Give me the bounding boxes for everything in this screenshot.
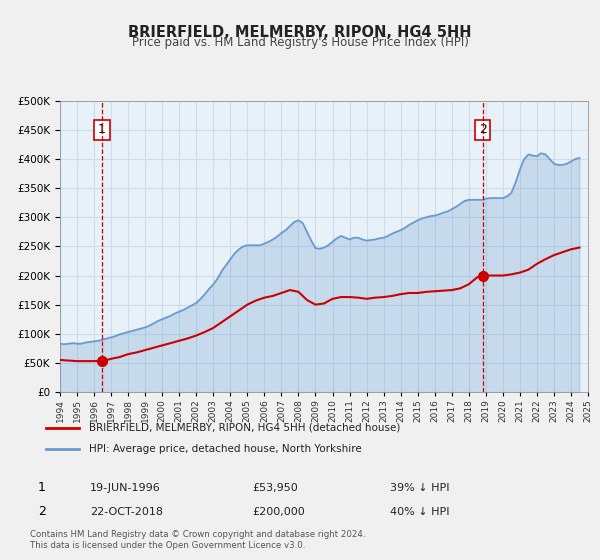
Text: HPI: Average price, detached house, North Yorkshire: HPI: Average price, detached house, Nort… [89,444,362,454]
Text: BRIERFIELD, MELMERBY, RIPON, HG4 5HH (detached house): BRIERFIELD, MELMERBY, RIPON, HG4 5HH (de… [89,423,401,433]
Text: 19-JUN-1996: 19-JUN-1996 [90,483,161,493]
Text: 2: 2 [38,505,46,519]
Text: £53,950: £53,950 [252,483,298,493]
Text: 40% ↓ HPI: 40% ↓ HPI [390,507,449,517]
Text: This data is licensed under the Open Government Licence v3.0.: This data is licensed under the Open Gov… [30,541,305,550]
Text: 2: 2 [479,123,487,137]
Text: Contains HM Land Registry data © Crown copyright and database right 2024.: Contains HM Land Registry data © Crown c… [30,530,365,539]
Text: 22-OCT-2018: 22-OCT-2018 [90,507,163,517]
Text: 39% ↓ HPI: 39% ↓ HPI [390,483,449,493]
Text: 1: 1 [38,481,46,494]
Text: Price paid vs. HM Land Registry's House Price Index (HPI): Price paid vs. HM Land Registry's House … [131,36,469,49]
Text: £200,000: £200,000 [252,507,305,517]
Text: 1: 1 [98,123,106,137]
Text: BRIERFIELD, MELMERBY, RIPON, HG4 5HH: BRIERFIELD, MELMERBY, RIPON, HG4 5HH [128,25,472,40]
